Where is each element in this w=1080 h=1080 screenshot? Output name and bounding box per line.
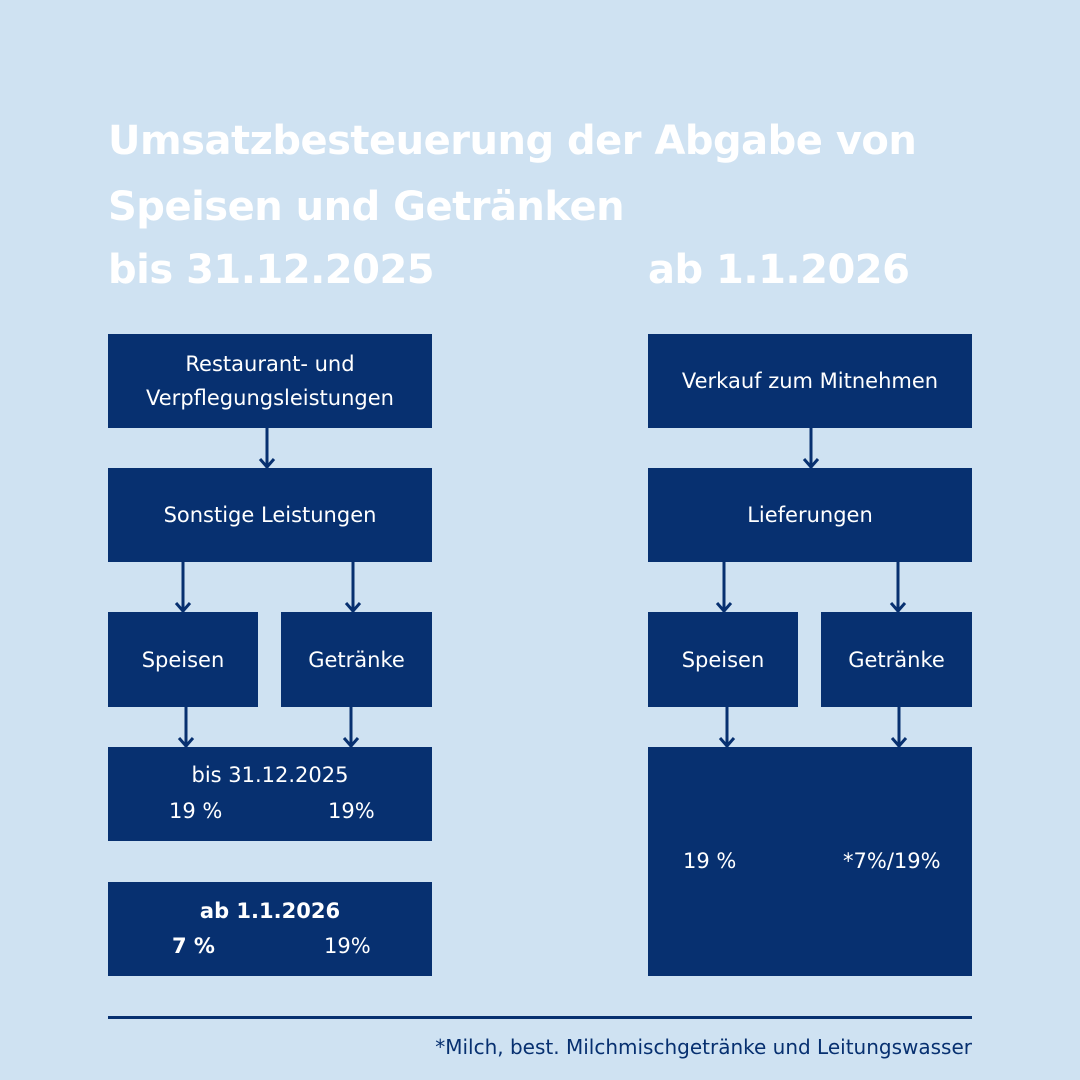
arrow-right-3a-head (718, 737, 736, 749)
page-title: Umsatzbesteuerung der Abgabe von Speisen… (108, 108, 917, 240)
box-right-speisen-label: Speisen (681, 647, 765, 672)
rates-old-getraenke: 19% (328, 799, 375, 823)
rates-new-label: ab 1.1.2026 (199, 899, 341, 923)
arrow-right-2b-head (889, 602, 907, 614)
arrow-left-3b-head (342, 737, 360, 749)
box-rates-new (108, 882, 432, 976)
arrow-left-2b-head (344, 602, 362, 614)
box-restaurant-leistungen: Restaurant- und Verpflegungsleistungen (108, 334, 432, 428)
arrow-left-2a-head (174, 602, 192, 614)
box-left-getraenke: Getränke (281, 612, 432, 707)
title-line-1: Umsatzbesteuerung der Abgabe von (108, 118, 917, 164)
arrow-right-1-head (802, 458, 820, 470)
rates-old-speisen: 19 % (169, 799, 223, 823)
box-left-getraenke-label: Getränke (308, 647, 405, 672)
right-rate-speisen: 19 % (683, 849, 737, 873)
rates-new-speisen: 7 % (172, 934, 215, 958)
arrow-right-3b-head (890, 737, 908, 749)
footer-divider (108, 1016, 972, 1019)
arrow-right-2a-head (715, 602, 733, 614)
box-verkauf-label: Verkauf zum Mitnehmen (681, 369, 939, 393)
box-left-speisen: Speisen (108, 612, 258, 707)
box-verkauf-mitnehmen: Verkauf zum Mitnehmen (648, 334, 972, 428)
box-right-rates (648, 747, 972, 976)
title-line-2: Speisen und Getränken (108, 184, 625, 230)
box-right-getraenke: Getränke (821, 612, 972, 707)
box-restaurant-line-1: Restaurant- und (185, 352, 355, 376)
box-right-speisen: Speisen (648, 612, 798, 707)
box-lieferungen-label: Lieferungen (747, 503, 873, 527)
box-restaurant-line-2: Verpflegungsleistungen (146, 386, 394, 410)
rates-old-label: bis 31.12.2025 (191, 763, 349, 787)
right-column-heading: ab 1.1.2026 (648, 247, 910, 293)
box-sonstige-label: Sonstige Leistungen (163, 503, 377, 527)
box-rates-old (108, 747, 432, 841)
footnote: *Milch, best. Milchmischgetränke und Lei… (435, 1035, 972, 1059)
arrow-left-1-head (258, 458, 276, 470)
right-rate-getraenke: *7%/19% (843, 849, 941, 873)
box-lieferungen: Lieferungen (648, 468, 972, 562)
left-column-heading: bis 31.12.2025 (108, 247, 435, 293)
box-sonstige-leistungen: Sonstige Leistungen (108, 468, 432, 562)
rates-new-getraenke: 19% (324, 934, 371, 958)
box-left-speisen-label: Speisen (141, 647, 225, 672)
box-right-getraenke-label: Getränke (848, 647, 945, 672)
arrow-left-3a-head (177, 737, 195, 749)
